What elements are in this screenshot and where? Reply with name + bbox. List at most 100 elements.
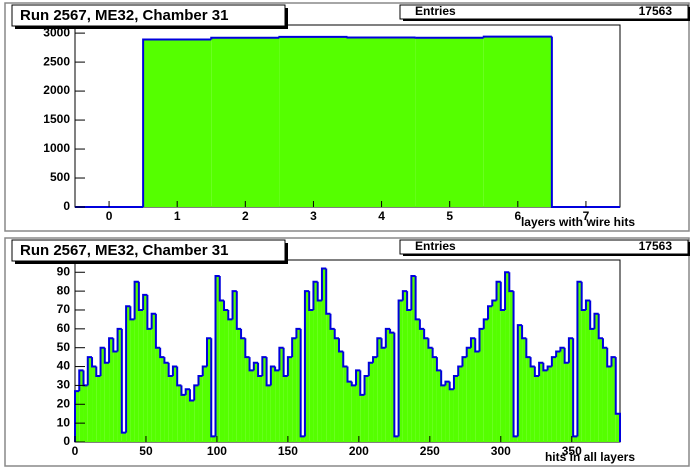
bar-outline xyxy=(278,346,284,371)
bar-outline xyxy=(163,357,169,364)
bar xyxy=(245,357,250,442)
bar xyxy=(211,436,216,442)
bar-outline xyxy=(542,362,548,372)
bar-outline xyxy=(572,338,578,438)
bar xyxy=(598,338,603,442)
x-tick-label: 0 xyxy=(72,444,79,458)
bar-outline xyxy=(112,338,118,353)
bar xyxy=(534,375,540,442)
x-tick-label: 3 xyxy=(310,209,317,223)
bar xyxy=(185,389,190,442)
bar xyxy=(113,351,118,442)
bar xyxy=(385,328,391,442)
bar-outline xyxy=(95,366,101,377)
bar xyxy=(87,357,93,442)
bar xyxy=(296,328,301,442)
bar xyxy=(79,370,84,442)
x-tick-label: 0 xyxy=(106,209,113,223)
bar-outline xyxy=(218,276,225,302)
bar xyxy=(492,300,497,442)
x-tick-label: 6 xyxy=(514,209,521,223)
bar-outline xyxy=(227,309,233,321)
bar xyxy=(202,366,207,442)
bar-outline xyxy=(384,327,391,348)
bar-outline xyxy=(580,281,586,311)
bar-outline xyxy=(205,337,212,367)
bar xyxy=(309,309,314,442)
bar-outline xyxy=(286,356,293,376)
x-tick-label: 150 xyxy=(278,444,298,458)
bar xyxy=(483,319,489,442)
bar xyxy=(121,432,127,442)
bar-outline xyxy=(563,347,569,364)
y-tick-label: 10 xyxy=(57,415,71,429)
bar-outline xyxy=(320,267,327,301)
chart-title: Run 2567, ME32, Chamber 31 xyxy=(20,242,228,259)
bar-outline xyxy=(129,306,135,321)
bar xyxy=(475,351,480,442)
bar xyxy=(590,328,595,442)
bar-outline xyxy=(337,338,344,353)
bar-outline xyxy=(567,337,574,363)
bar-outline xyxy=(120,328,127,434)
y-tick-label: 2500 xyxy=(43,54,70,68)
bar-outline xyxy=(159,347,165,359)
bar xyxy=(130,319,135,442)
bar xyxy=(577,281,582,442)
bar-outline xyxy=(312,280,318,310)
bar xyxy=(343,366,348,442)
x-tick-label: 1 xyxy=(174,209,181,223)
bar xyxy=(266,385,271,442)
bar-outline xyxy=(108,337,114,363)
bar-outline xyxy=(316,281,322,302)
bar xyxy=(232,291,237,442)
bar-outline xyxy=(235,291,242,330)
y-tick-label: 20 xyxy=(57,396,71,410)
bar-outline xyxy=(261,356,267,376)
bar xyxy=(198,375,203,442)
x-axis-label: layers with wire hits xyxy=(521,215,635,229)
entries-label: Entries xyxy=(415,239,456,253)
bar xyxy=(151,313,156,442)
bar xyxy=(160,357,165,442)
bar xyxy=(415,37,484,208)
bar xyxy=(530,366,535,442)
bar xyxy=(560,347,565,442)
bar xyxy=(313,281,318,442)
bar-outline xyxy=(457,365,463,376)
bar xyxy=(543,370,548,442)
bar xyxy=(551,357,557,442)
bar-outline xyxy=(146,294,152,330)
bar xyxy=(415,319,420,442)
bar xyxy=(602,347,608,442)
bar xyxy=(317,300,322,442)
bar xyxy=(462,357,467,442)
bar xyxy=(402,291,408,442)
bar-outline xyxy=(444,380,450,386)
bar xyxy=(143,39,212,207)
bar xyxy=(351,385,357,442)
bar xyxy=(436,370,442,442)
bar-outline xyxy=(550,36,620,208)
bar xyxy=(126,306,131,442)
bar xyxy=(445,381,450,442)
bar xyxy=(155,347,161,442)
bar xyxy=(522,338,527,442)
bar xyxy=(321,268,327,442)
x-tick-label: 4 xyxy=(378,209,385,223)
bar-outline xyxy=(86,356,93,386)
bar xyxy=(479,328,484,442)
y-tick-label: 1000 xyxy=(43,141,70,155)
x-tick-label: 50 xyxy=(139,444,153,458)
y-tick-label: 50 xyxy=(57,340,71,354)
bar-outline xyxy=(406,291,412,311)
bar xyxy=(432,357,437,442)
bar xyxy=(334,338,339,442)
bar xyxy=(364,375,369,442)
bar xyxy=(215,276,220,442)
bar-outline xyxy=(342,351,348,368)
bar xyxy=(368,362,374,442)
bar-outline xyxy=(478,327,484,352)
bar xyxy=(407,309,412,442)
bar xyxy=(206,338,212,442)
